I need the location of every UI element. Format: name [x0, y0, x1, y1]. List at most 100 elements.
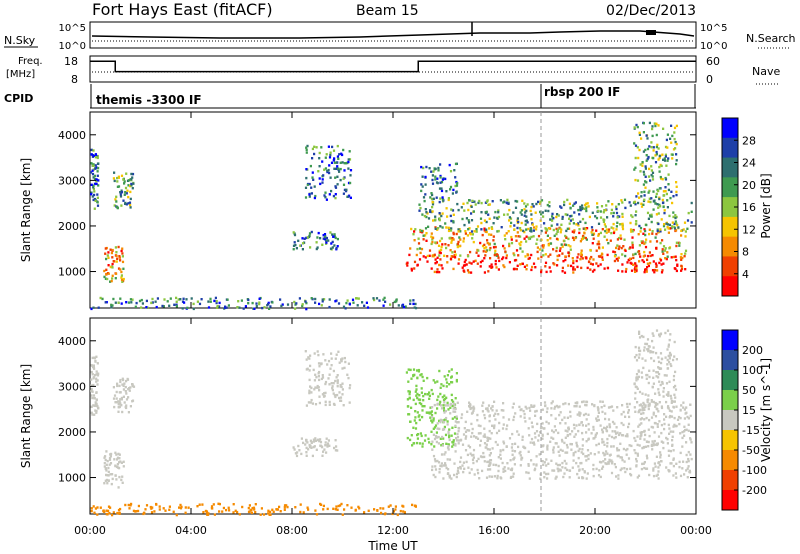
range-cell	[119, 460, 122, 463]
range-cell	[490, 407, 493, 410]
range-cell	[603, 223, 606, 226]
range-cell	[324, 391, 327, 395]
range-cell	[658, 154, 661, 158]
range-cell	[622, 245, 625, 248]
range-cell	[445, 416, 448, 420]
range-cell	[472, 409, 475, 412]
range-cell	[120, 204, 123, 207]
range-cell	[417, 242, 421, 245]
range-cell	[561, 252, 564, 255]
range-cell	[662, 262, 665, 265]
range-cell	[559, 231, 562, 234]
range-cell	[408, 396, 411, 399]
range-cell	[458, 236, 461, 239]
range-cell	[323, 238, 327, 241]
range-cell	[131, 384, 134, 388]
range-cell	[471, 233, 474, 236]
range-cell	[503, 265, 506, 269]
range-cell	[146, 306, 149, 309]
range-cell	[331, 385, 334, 388]
range-cell	[603, 443, 606, 446]
range-cell	[489, 459, 493, 462]
range-cell	[617, 269, 620, 272]
range-cell	[107, 272, 110, 275]
range-cell	[577, 208, 580, 212]
range-cell	[334, 449, 337, 452]
range-cell	[323, 392, 326, 395]
range-cell	[328, 156, 332, 159]
range-cell	[94, 199, 97, 202]
range-cell	[672, 449, 675, 452]
range-cell	[380, 511, 383, 515]
range-cell	[689, 437, 692, 440]
range-cell	[650, 350, 654, 354]
range-cell	[92, 383, 95, 387]
range-cell	[526, 221, 529, 224]
range-cell	[673, 267, 676, 270]
range-cell	[649, 351, 652, 354]
cpid-segment-1: themis -3300 IF	[96, 93, 202, 107]
range-cell	[308, 235, 311, 238]
range-cell	[461, 266, 464, 269]
range-cell	[444, 243, 447, 246]
range-cell	[644, 245, 648, 249]
range-cell	[424, 183, 427, 186]
range-cell	[184, 511, 187, 514]
range-cell	[218, 305, 221, 308]
range-cell	[441, 212, 444, 215]
range-cell	[127, 184, 130, 187]
range-cell	[104, 301, 107, 304]
range-cell	[92, 306, 95, 309]
range-cell	[304, 443, 307, 446]
range-cell	[179, 503, 182, 507]
range-cell	[420, 165, 423, 169]
range-cell	[321, 374, 324, 377]
colorbar-tick-label: -50	[742, 444, 760, 457]
range-cell	[349, 169, 353, 172]
range-cell	[652, 208, 655, 211]
range-cell	[552, 262, 555, 265]
range-cell	[442, 420, 446, 424]
range-cell	[645, 377, 648, 380]
range-cell	[652, 260, 655, 263]
range-cell	[516, 217, 519, 220]
x-tick-label: 12:00	[377, 524, 409, 537]
range-cell	[444, 177, 447, 181]
range-cell	[576, 265, 579, 269]
range-cell	[652, 413, 655, 416]
range-cell	[643, 173, 646, 176]
range-cell	[638, 353, 641, 356]
range-cell	[674, 472, 677, 475]
range-cell	[134, 305, 137, 308]
range-cell	[475, 230, 478, 233]
range-cell	[472, 240, 475, 244]
range-cell	[419, 398, 422, 401]
colorbar-swatch	[722, 118, 738, 139]
range-cell	[675, 153, 678, 156]
range-cell	[652, 469, 655, 472]
range-cell	[91, 390, 94, 393]
range-cell	[654, 392, 657, 395]
range-cell	[415, 394, 418, 397]
range-cell	[689, 438, 692, 441]
range-cell	[476, 437, 480, 440]
range-cell	[472, 260, 475, 263]
range-cell	[511, 449, 514, 452]
range-cell	[586, 227, 589, 230]
range-cell	[404, 305, 407, 308]
range-cell	[332, 392, 335, 395]
range-cell	[340, 502, 343, 506]
range-cell	[294, 243, 297, 247]
range-cell	[664, 145, 668, 149]
range-cell	[659, 257, 662, 261]
range-cell	[661, 198, 664, 202]
range-cell	[597, 234, 600, 237]
range-cell	[495, 253, 499, 256]
range-cell	[629, 261, 632, 265]
range-cell	[130, 502, 133, 506]
range-cell	[308, 195, 311, 198]
range-cell	[666, 226, 669, 229]
range-cell	[111, 256, 114, 259]
range-cell	[474, 259, 477, 262]
range-cell	[111, 477, 114, 481]
